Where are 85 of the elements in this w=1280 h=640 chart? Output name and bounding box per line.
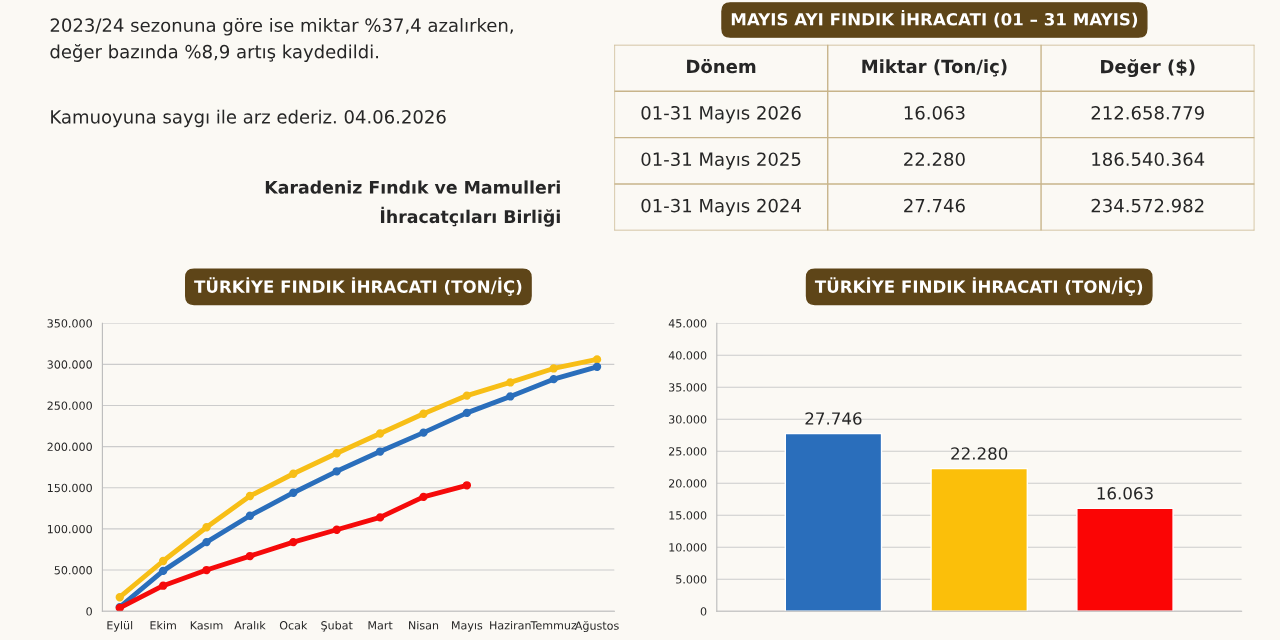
point [245, 551, 255, 561]
data-label: 27.746 [805, 412, 862, 425]
text: 01-31 Mayıs 2024 [641, 198, 801, 216]
y-tick-label: 350.000 [47, 319, 92, 328]
point [506, 392, 515, 401]
y-tick-label: 40.000 [668, 351, 707, 360]
point [506, 378, 515, 387]
y-tick-label: 150.000 [47, 483, 92, 493]
x-tick-label: Mart [368, 621, 393, 630]
point [549, 374, 558, 384]
point [115, 593, 124, 602]
x-tick-label: Ekim [150, 620, 176, 630]
text: 186.540.364 [1092, 152, 1205, 167]
point [158, 566, 168, 576]
point [462, 481, 472, 490]
text: 01-31 Mayıs 2025 [641, 152, 801, 170]
y-tick-label: 15.000 [669, 511, 707, 520]
data-label: 16.063 [1097, 487, 1153, 500]
x-tick-label: Ağustos [574, 620, 619, 632]
point [419, 428, 428, 437]
point [289, 469, 298, 478]
text: MAYIS AYI FINDIK İHRACATI (01 – 31 MAYIS) [731, 9, 1138, 28]
y-tick-label: 30.000 [669, 415, 707, 424]
y-tick-label: 50.000 [54, 566, 92, 575]
y-tick-label: 0 [700, 607, 707, 616]
chart-title: TÜRKİYE FINDIK İHRACATI (TON/İÇ) [194, 277, 522, 296]
y-tick-label: 20.000 [669, 479, 707, 488]
chart-title: TÜRKİYE FINDIK İHRACATI (TON/İÇ) [814, 277, 1143, 296]
x-tick-label: Haziran [490, 620, 531, 630]
point [375, 447, 385, 456]
y-tick-label: 300.000 [47, 360, 92, 369]
point [462, 391, 472, 400]
category-label: Dönem [687, 59, 756, 74]
point [592, 355, 602, 364]
x-tick-label: Ocak [279, 620, 308, 630]
point [202, 523, 211, 532]
y-tick-label: 0 [86, 607, 92, 616]
point [375, 429, 385, 438]
text: 234.572.982 [1091, 198, 1204, 213]
y-tick-label: 25.000 [669, 447, 707, 456]
y-tick-label: 250.000 [47, 401, 92, 410]
point [332, 525, 341, 534]
text: Kamuoyuna saygı ile arz ederiz. 04.06.2026 [51, 109, 446, 128]
point [158, 581, 168, 590]
point [332, 467, 341, 476]
y-tick-label: 45.000 [668, 319, 707, 328]
text: 01-31 Mayıs 2026 [641, 105, 801, 124]
bar [784, 432, 883, 612]
x-tick-label: Eylül [107, 620, 133, 632]
category-label: Değer ($) [1101, 58, 1195, 78]
point [289, 537, 298, 547]
point [245, 491, 255, 501]
text: 16.063 [904, 105, 965, 120]
x-tick-label: Aralık [234, 620, 266, 630]
point [375, 513, 385, 522]
y-tick-label: 200.000 [47, 442, 92, 452]
point [202, 565, 211, 575]
point [419, 492, 428, 501]
y-tick-label: 35.000 [669, 383, 707, 392]
x-tick-label: Nisan [409, 620, 439, 630]
text: 22.280 [904, 152, 965, 167]
point [332, 449, 341, 458]
y-tick-label: 10.000 [669, 543, 707, 552]
point [592, 362, 602, 371]
point [289, 488, 298, 497]
text: 27.746 [904, 198, 965, 213]
point [158, 556, 168, 566]
y-tick-label: 5.000 [676, 575, 707, 584]
category-label: Miktar (Ton/iç) [862, 59, 1007, 77]
bar [1076, 507, 1174, 612]
text: 2023/24 sezonuna göre ise miktar %37,4 azalırken, değer bazında %8,9 artış kaydedildi. [50, 18, 513, 62]
y-tick-label: 100.000 [47, 524, 92, 534]
point [419, 409, 428, 418]
point [462, 408, 472, 418]
text: Karadeniz Fındık ve Mamulleri İhracatçıları Birliği [265, 180, 560, 227]
point [202, 537, 211, 547]
x-tick-label: Şubat [321, 620, 353, 632]
point [549, 364, 558, 373]
data-label: 22.280 [951, 447, 1008, 460]
x-tick-label: Mayıs [452, 621, 483, 632]
x-tick-label: Kasım [190, 621, 223, 630]
text: 212.658.779 [1091, 105, 1204, 120]
bar [930, 467, 1029, 612]
x-tick-label: Temmuz [530, 621, 577, 630]
point [245, 511, 255, 520]
